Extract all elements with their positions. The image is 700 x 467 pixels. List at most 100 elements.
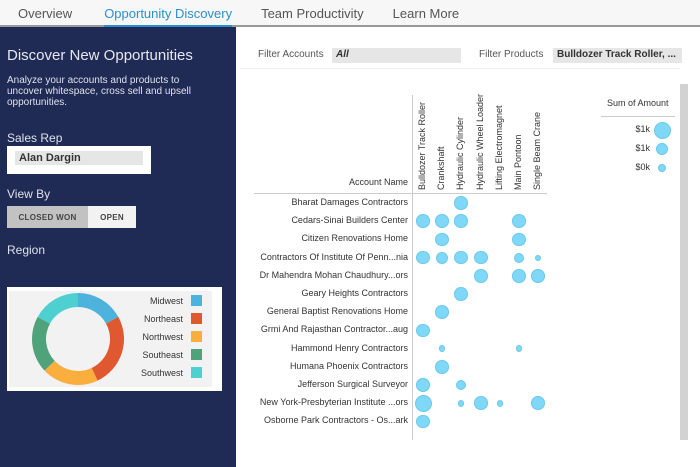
donut-slice-southwest[interactable] <box>37 293 78 324</box>
legend-divider <box>601 116 675 117</box>
bubble[interactable] <box>435 305 449 319</box>
sales-rep-label: Sales Rep <box>7 131 63 145</box>
row-label[interactable]: Cedars-Sinai Builders Center <box>291 215 408 226</box>
bubble-legend-label: $1k <box>635 124 650 134</box>
bubble[interactable] <box>512 269 526 283</box>
divider <box>240 68 680 69</box>
legend-swatch <box>191 367 202 378</box>
tab-learn-more[interactable]: Learn More <box>392 6 460 21</box>
column-header: Lifting Electromagnet <box>494 105 504 190</box>
row-label[interactable]: Geary Heights Contractors <box>301 288 408 298</box>
open-button[interactable]: OPEN <box>88 206 136 228</box>
column-header: Single Beam Crane <box>532 111 542 190</box>
region-label: Region <box>7 243 46 257</box>
column-header: Hydraulic Wheel Loader <box>475 93 485 190</box>
bubble[interactable] <box>416 214 430 228</box>
tab-team-productivity[interactable]: Team Productivity <box>261 6 364 21</box>
bubble[interactable] <box>531 396 545 410</box>
tab-overview[interactable]: Overview <box>18 6 73 21</box>
row-label[interactable]: Contractors Of Institute Of Penn...nia <box>260 251 408 262</box>
legend-swatch <box>191 349 202 360</box>
row-label[interactable]: Citizen Renovations Home <box>301 233 408 244</box>
row-label[interactable]: Grmi And Rajasthan Contractor...aug <box>260 324 408 335</box>
bubble-legend-title: Sum of Amount <box>607 98 669 108</box>
bubble[interactable] <box>531 269 545 283</box>
bubble[interactable] <box>435 232 449 247</box>
legend-label: Midwest <box>149 295 183 306</box>
bubble[interactable] <box>435 214 449 228</box>
region-donut-chart <box>32 293 124 385</box>
closed-won-button[interactable]: CLOSED WON <box>7 206 88 228</box>
region-legend-item: Southeast <box>142 349 202 360</box>
region-legend-item: Northwest <box>142 331 202 342</box>
bubble[interactable] <box>474 269 488 283</box>
bubble[interactable] <box>512 214 526 228</box>
bubble[interactable] <box>416 323 430 338</box>
sidebar: Discover New Opportunities Analyze your … <box>0 27 236 467</box>
bubble[interactable] <box>414 394 432 412</box>
header-line <box>254 193 547 194</box>
legend-label: Southwest <box>140 367 183 378</box>
row-label[interactable]: Hammond Henry Contractors <box>290 342 408 353</box>
row-label[interactable]: Humana Phoenix Contractors <box>289 360 408 371</box>
bubble[interactable] <box>454 214 468 228</box>
view-by-toggle: CLOSED WON OPEN <box>7 206 136 228</box>
bubble[interactable] <box>438 345 446 352</box>
row-label[interactable]: Jefferson Surgical Surveyor <box>297 379 408 389</box>
donut-slice-northeast[interactable] <box>91 316 124 381</box>
top-nav: Overview Opportunity Discovery Team Prod… <box>0 0 700 27</box>
bubble[interactable] <box>416 414 430 429</box>
column-header: Hydraulic Cylinder <box>455 116 465 190</box>
donut-slice-northwest[interactable] <box>44 360 98 385</box>
legend-label: Southeast <box>142 349 183 360</box>
legend-label: Northeast <box>143 313 183 324</box>
legend-swatch <box>191 295 202 306</box>
bubble[interactable] <box>436 251 448 264</box>
view-by-label: View By <box>7 187 51 201</box>
bubble[interactable] <box>496 399 504 407</box>
filter-accounts-input[interactable]: All <box>332 48 461 63</box>
bubble[interactable] <box>416 250 430 265</box>
row-label[interactable]: Dr Mahendra Mohan Chaudhury...ors <box>259 269 408 280</box>
tab-opportunity-discovery[interactable]: Opportunity Discovery <box>104 0 233 27</box>
sidebar-description: Analyze your accounts and products to un… <box>7 75 191 108</box>
legend-swatch <box>191 331 202 342</box>
bubble-legend-marker <box>656 143 668 155</box>
vertical-axis-line <box>412 95 413 440</box>
bubble-legend-marker <box>653 121 671 139</box>
account-name-header: Account Name <box>348 177 408 187</box>
region-legend-item: Midwest <box>150 295 202 306</box>
column-header: Bulldozer Track Roller <box>417 101 427 190</box>
row-label[interactable]: New York-Presbyterian Institute ...ors <box>259 397 408 408</box>
bubble[interactable] <box>513 252 525 263</box>
sidebar-title: Discover New Opportunities <box>7 47 193 64</box>
bubble[interactable] <box>535 254 541 261</box>
bubble[interactable] <box>435 360 449 374</box>
bubble-legend-label: $0k <box>635 162 650 172</box>
bubble[interactable] <box>457 399 465 407</box>
bubble[interactable] <box>454 250 468 265</box>
bubble[interactable] <box>474 250 488 265</box>
legend-label: Northwest <box>142 331 183 342</box>
column-header: Main Pontoon <box>513 134 523 190</box>
bubble[interactable] <box>454 196 468 210</box>
filter-products-input[interactable]: Bulldozer Track Roller, ... <box>553 48 682 63</box>
row-label[interactable]: Bharat Damages Contractors <box>291 197 408 207</box>
bubble[interactable] <box>455 379 467 391</box>
sales-rep-value: Alan Dargin <box>15 151 143 165</box>
bubble[interactable] <box>474 396 488 410</box>
donut-slice-southeast[interactable] <box>32 316 55 371</box>
scrollbar[interactable] <box>680 84 688 440</box>
row-label[interactable]: General Baptist Renovations Home <box>266 306 408 317</box>
bubble[interactable] <box>515 345 523 352</box>
row-label[interactable]: Osborne Park Contractors - Os...ark <box>263 415 408 426</box>
bubble[interactable] <box>512 232 526 247</box>
sales-rep-field[interactable]: Alan Dargin <box>7 146 151 174</box>
bubble-legend-marker <box>658 164 666 172</box>
bubble[interactable] <box>416 378 430 392</box>
donut-slice-midwest[interactable] <box>78 293 119 324</box>
bubble[interactable] <box>454 287 468 301</box>
legend-swatch <box>191 313 202 324</box>
filter-products-label: Filter Products <box>479 49 544 60</box>
region-chart-card: Midwest Northeast Northwest Southeast Southw… <box>7 287 222 391</box>
